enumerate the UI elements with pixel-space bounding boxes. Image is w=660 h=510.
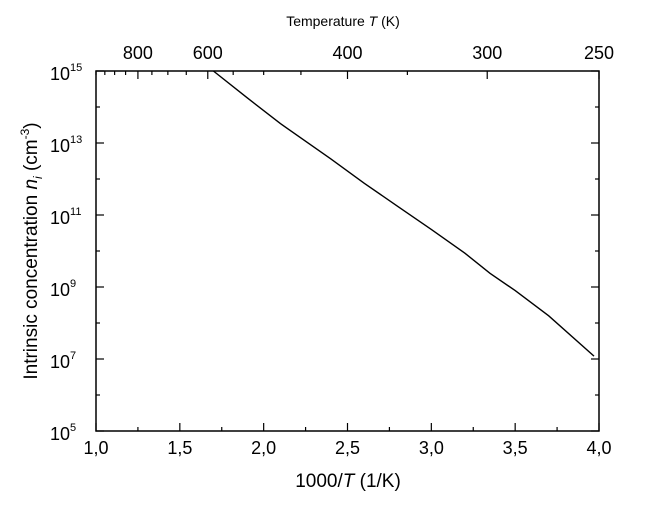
- y-tick-label: 109: [50, 278, 76, 300]
- y-tick-label: 1011: [50, 206, 81, 228]
- y-tick-labels: 105 107 109 1011 1013 1015: [50, 62, 82, 444]
- x-axis-title: 1000/T (1/K): [295, 471, 401, 492]
- axis-ticks: [95, 70, 600, 432]
- x-tick-label: 3,5: [503, 438, 528, 458]
- x-tick-label: 2,5: [335, 438, 360, 458]
- top-axis-title: Temperature T (K): [286, 13, 400, 29]
- y-tick-label: 105: [50, 422, 76, 444]
- y-tick-label: 1015: [50, 62, 82, 84]
- top-tick-label: 400: [332, 43, 362, 63]
- x-tick-label: 2,0: [251, 438, 276, 458]
- top-tick-label: 300: [472, 43, 502, 63]
- y-tick-label: 1013: [50, 134, 82, 156]
- x-tick-label: 3,0: [419, 438, 444, 458]
- x-tick-label: 1,5: [167, 438, 192, 458]
- y-tick-label: 107: [50, 350, 76, 372]
- top-tick-label: 250: [584, 43, 614, 63]
- y-axis-title: Intrinsic concentration ni (cm-3): [18, 122, 45, 379]
- x-tick-label: 4,0: [586, 438, 611, 458]
- top-tick-label: 600: [193, 43, 223, 63]
- plot-frame: [95, 70, 600, 432]
- x-tick-labels: 1,0 1,5 2,0 2,5 3,0 3,5 4,0: [83, 438, 611, 458]
- data-line: [212, 70, 595, 357]
- x-tick-label: 1,0: [83, 438, 108, 458]
- top-axis-tick-labels: 800 600 400 300 250: [123, 43, 614, 63]
- top-tick-label: 800: [123, 43, 153, 63]
